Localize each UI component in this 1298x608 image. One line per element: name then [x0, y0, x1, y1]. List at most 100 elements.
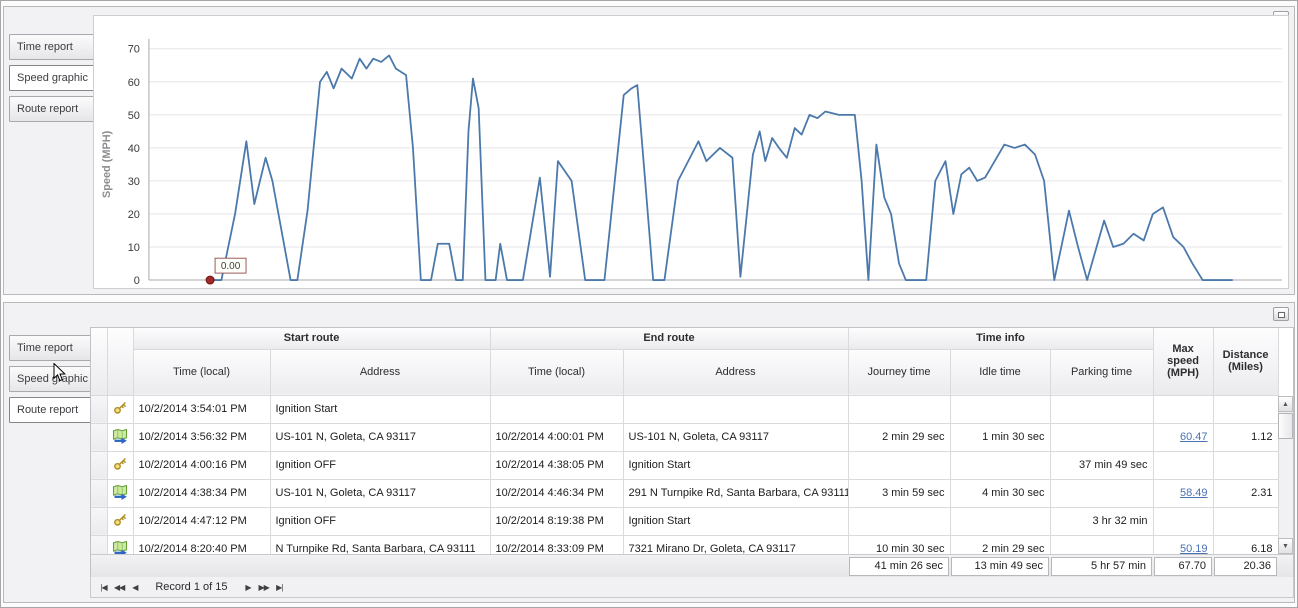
scroll-thumb[interactable]: [1278, 413, 1293, 439]
nav-last-button[interactable]: ▶|: [272, 579, 287, 595]
top-tab-time-report[interactable]: Time report: [9, 34, 94, 60]
table-row[interactable]: 10/2/2014 4:38:34 PM US-101 N, Goleta, CA…: [91, 479, 1279, 508]
vertical-scrollbar[interactable]: ▲ ▼: [1278, 396, 1293, 554]
cell-journey[interactable]: [848, 395, 951, 424]
row-indicator-cell: [91, 479, 108, 508]
y-tick-label: 20: [128, 209, 140, 221]
cell-end-time[interactable]: 10/2/2014 4:00:01 PM: [490, 423, 624, 452]
cell-idle[interactable]: [950, 451, 1051, 480]
bottom-tab-speed-graphic[interactable]: Speed graphic: [9, 366, 94, 392]
cell-end-address[interactable]: US-101 N, Goleta, CA 93117: [623, 423, 849, 452]
cell-start-address[interactable]: US-101 N, Goleta, CA 93117: [270, 479, 491, 508]
table-row[interactable]: 10/2/2014 8:20:40 PM N Turnpike Rd, Santa…: [91, 535, 1279, 554]
group-header-end-route[interactable]: End route: [490, 328, 849, 350]
max-speed-link[interactable]: 58.49: [1180, 487, 1208, 499]
cell-parking[interactable]: [1050, 423, 1154, 452]
cell-journey[interactable]: [848, 507, 951, 536]
cell-parking[interactable]: 3 hr 32 min: [1050, 507, 1154, 536]
cell-end-time[interactable]: 10/2/2014 8:33:09 PM: [490, 535, 624, 554]
cell-start-time[interactable]: 10/2/2014 4:47:12 PM: [133, 507, 271, 536]
bottom-tab-route-report[interactable]: Route report: [9, 397, 94, 423]
cell-max-speed[interactable]: 60.47: [1153, 423, 1214, 452]
cell-start-time[interactable]: 10/2/2014 4:38:34 PM: [133, 479, 271, 508]
cell-start-time[interactable]: 10/2/2014 4:00:16 PM: [133, 451, 271, 480]
cell-max-speed[interactable]: 50.19: [1153, 535, 1214, 554]
cell-end-address[interactable]: Ignition Start: [623, 507, 849, 536]
collapse-icon: [1277, 312, 1285, 318]
cell-distance[interactable]: [1213, 507, 1279, 536]
y-tick-label: 40: [128, 143, 140, 155]
col-header-max-speed[interactable]: Max speed (MPH): [1153, 328, 1214, 396]
cell-end-address[interactable]: Ignition Start: [623, 451, 849, 480]
col-header-start-address[interactable]: Address: [270, 349, 491, 396]
col-header-end-time[interactable]: Time (local): [490, 349, 624, 396]
cell-start-address[interactable]: N Turnpike Rd, Santa Barbara, CA 93111: [270, 535, 491, 554]
col-header-start-time[interactable]: Time (local): [133, 349, 271, 396]
record-counter: Record 1 of 15: [155, 581, 228, 593]
cell-max-speed[interactable]: [1153, 507, 1214, 536]
cell-end-time[interactable]: [490, 395, 624, 424]
bottom-tab-time-report[interactable]: Time report: [9, 335, 94, 361]
scroll-down-icon[interactable]: ▼: [1278, 538, 1293, 554]
table-row[interactable]: 10/2/2014 4:00:16 PM Ignition OFF 10/2/201…: [91, 451, 1279, 480]
cell-end-address[interactable]: [623, 395, 849, 424]
col-header-idle-time[interactable]: Idle time: [950, 349, 1051, 396]
top-tab-route-report[interactable]: Route report: [9, 96, 94, 122]
col-header-parking-time[interactable]: Parking time: [1050, 349, 1154, 396]
cell-distance[interactable]: [1213, 395, 1279, 424]
nav-prev-button[interactable]: ◀: [127, 579, 142, 595]
cell-parking[interactable]: 37 min 49 sec: [1050, 451, 1154, 480]
cell-idle[interactable]: 1 min 30 sec: [950, 423, 1051, 452]
cell-distance[interactable]: [1213, 451, 1279, 480]
cell-parking[interactable]: [1050, 535, 1154, 554]
nav-prev-page-button[interactable]: ◀◀: [111, 579, 127, 595]
group-header-time-info[interactable]: Time info: [848, 328, 1154, 350]
cell-start-address[interactable]: Ignition OFF: [270, 507, 491, 536]
scroll-up-icon[interactable]: ▲: [1278, 396, 1293, 412]
nav-first-button[interactable]: |◀: [96, 579, 111, 595]
cell-journey[interactable]: [848, 451, 951, 480]
speed-chart[interactable]: 0 10 20 30 40 50 60 70 Speed (MPH) 0.00: [93, 15, 1289, 289]
cell-idle[interactable]: 4 min 30 sec: [950, 479, 1051, 508]
cell-max-speed[interactable]: 58.49: [1153, 479, 1214, 508]
col-header-distance[interactable]: Distance (Miles): [1213, 328, 1279, 396]
cell-distance[interactable]: 6.18: [1213, 535, 1279, 554]
table-row[interactable]: 10/2/2014 3:54:01 PM Ignition Start: [91, 395, 1279, 424]
cell-start-address[interactable]: Ignition OFF: [270, 451, 491, 480]
ignition-key-icon: [107, 507, 134, 536]
cell-end-time[interactable]: 10/2/2014 4:46:34 PM: [490, 479, 624, 508]
cell-start-time[interactable]: 10/2/2014 8:20:40 PM: [133, 535, 271, 554]
col-header-journey-time[interactable]: Journey time: [848, 349, 951, 396]
cell-journey[interactable]: 2 min 29 sec: [848, 423, 951, 452]
cell-end-time[interactable]: 10/2/2014 4:38:05 PM: [490, 451, 624, 480]
cell-distance[interactable]: 1.12: [1213, 423, 1279, 452]
cell-end-address[interactable]: 291 N Turnpike Rd, Santa Barbara, CA 931…: [623, 479, 849, 508]
max-speed-link[interactable]: 50.19: [1180, 543, 1208, 554]
cell-parking[interactable]: [1050, 395, 1154, 424]
cell-journey[interactable]: 3 min 59 sec: [848, 479, 951, 508]
col-header-end-address[interactable]: Address: [623, 349, 849, 396]
cell-end-address[interactable]: 7321 Mirano Dr, Goleta, CA 93117: [623, 535, 849, 554]
cell-idle[interactable]: 2 min 29 sec: [950, 535, 1051, 554]
nav-next-page-button[interactable]: ▶▶: [255, 579, 271, 595]
cell-parking[interactable]: [1050, 479, 1154, 508]
cell-idle[interactable]: [950, 395, 1051, 424]
nav-next-button[interactable]: ▶: [240, 579, 255, 595]
cell-distance[interactable]: 2.31: [1213, 479, 1279, 508]
cell-journey[interactable]: 10 min 30 sec: [848, 535, 951, 554]
table-row[interactable]: 10/2/2014 4:47:12 PM Ignition OFF 10/2/201…: [91, 507, 1279, 536]
cell-max-speed[interactable]: [1153, 451, 1214, 480]
top-tab-speed-graphic[interactable]: Speed graphic: [9, 65, 94, 91]
table-row[interactable]: 10/2/2014 3:56:32 PM US-101 N, Goleta, CA…: [91, 423, 1279, 452]
bottom-panel-collapse-button[interactable]: [1273, 307, 1289, 321]
cell-start-time[interactable]: 10/2/2014 3:56:32 PM: [133, 423, 271, 452]
cell-start-address[interactable]: Ignition Start: [270, 395, 491, 424]
group-header-start-route[interactable]: Start route: [133, 328, 491, 350]
cell-idle[interactable]: [950, 507, 1051, 536]
max-speed-link[interactable]: 60.47: [1180, 431, 1208, 443]
cell-end-time[interactable]: 10/2/2014 8:19:38 PM: [490, 507, 624, 536]
cell-start-address[interactable]: US-101 N, Goleta, CA 93117: [270, 423, 491, 452]
cell-max-speed[interactable]: [1153, 395, 1214, 424]
cell-start-time[interactable]: 10/2/2014 3:54:01 PM: [133, 395, 271, 424]
top-tab-strip: Time report Speed graphic Route report: [9, 34, 94, 127]
